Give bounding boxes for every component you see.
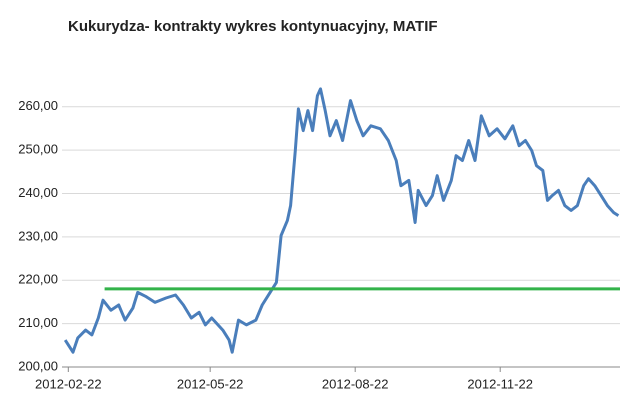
y-tick-label: 240,00 bbox=[18, 185, 58, 200]
x-tick-label: 2012-08-22 bbox=[322, 376, 389, 391]
x-tick-label: 2012-05-22 bbox=[177, 376, 244, 391]
y-tick-label: 230,00 bbox=[18, 228, 58, 243]
y-tick-label: 250,00 bbox=[18, 142, 58, 157]
y-tick-label: 210,00 bbox=[18, 315, 58, 330]
y-tick-label: 220,00 bbox=[18, 272, 58, 287]
y-tick-label: 200,00 bbox=[18, 358, 58, 373]
series-line bbox=[63, 87, 620, 354]
chart-title: Kukurydza- kontrakty wykres kontynuacyjn… bbox=[68, 18, 438, 35]
y-tick-label: 260,00 bbox=[18, 98, 58, 113]
x-tick-label: 2012-02-22 bbox=[35, 376, 102, 391]
x-tick-label: 2012-11-22 bbox=[467, 376, 533, 391]
